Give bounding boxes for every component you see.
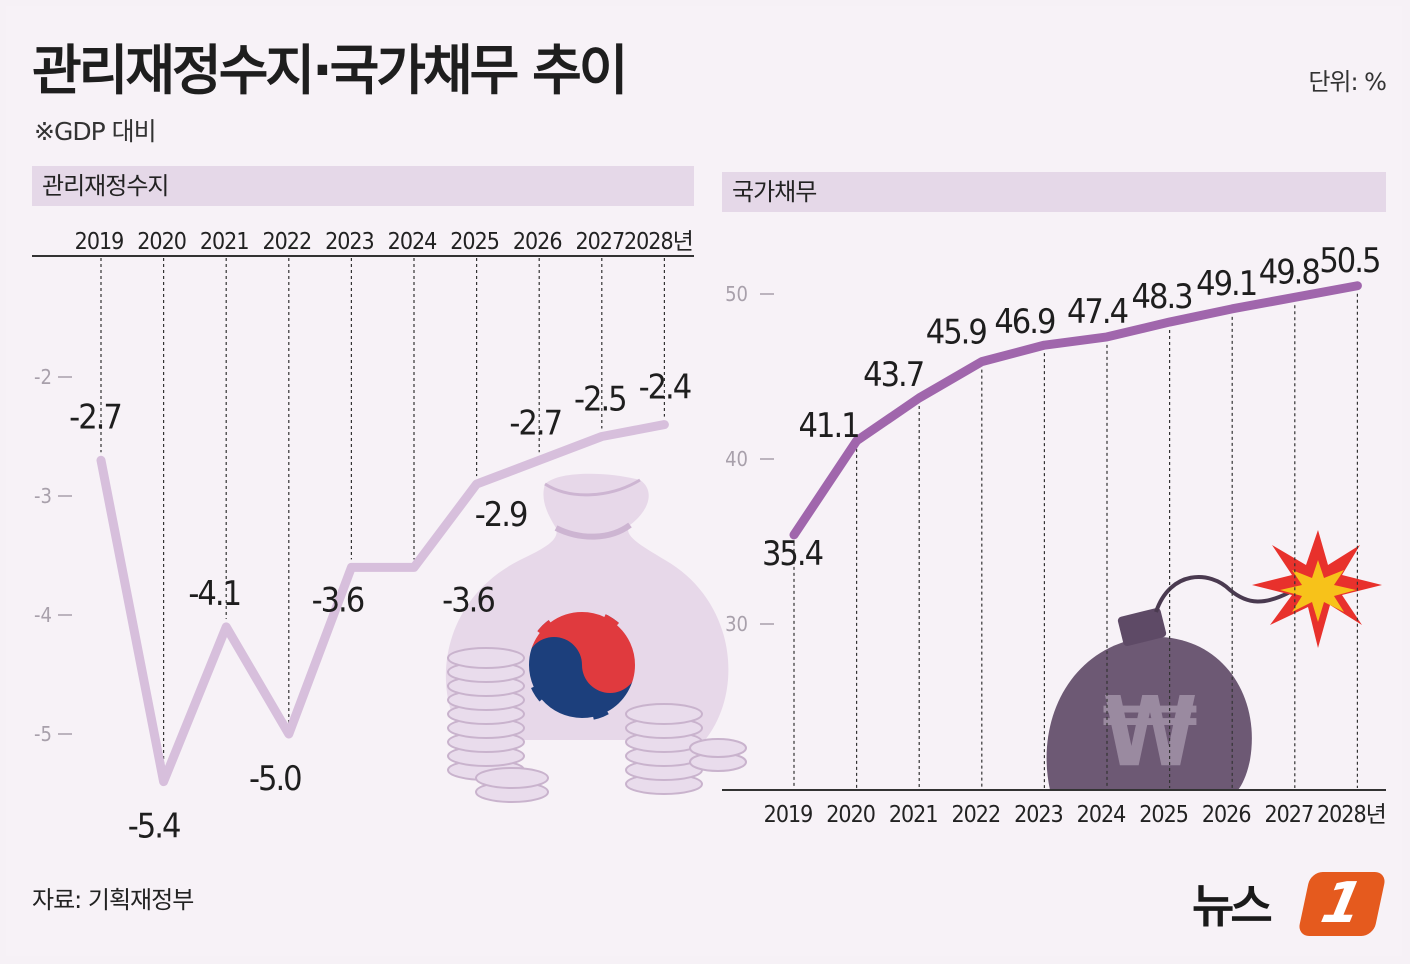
logo-badge: 1 — [1297, 871, 1387, 936]
fiscal-balance-data-label: -2.5 — [574, 380, 626, 420]
fiscal-balance-data-label: -2.7 — [509, 403, 561, 443]
chart-title: 관리재정수지·국가채무 추이 — [32, 39, 628, 102]
national-debt-x-tick-label: 2028년 — [1317, 802, 1386, 828]
fiscal-balance-series-line — [96, 420, 669, 787]
won-sign-icon: ₩ — [1102, 676, 1197, 788]
coin-stack-icon — [447, 647, 747, 803]
national-debt-data-label: 49.1 — [1196, 264, 1256, 304]
national-debt-x-tick-label: 2023 — [1014, 802, 1063, 828]
bomb-icon — [1046, 575, 1291, 790]
taegeuk-icon — [523, 606, 641, 724]
news1-logo: 뉴스 1 — [1192, 868, 1392, 940]
national-debt-x-tick-label: 2022 — [951, 802, 1000, 828]
national-debt-x-tick-label: 2019 — [764, 802, 813, 828]
fiscal-balance-x-tick-label: 2019 — [75, 229, 124, 255]
fiscal-balance-x-tick-label: 2021 — [200, 229, 249, 255]
fiscal-balance-y-tick-label: -3 — [34, 484, 52, 508]
national-debt-data-label: 48.3 — [1132, 277, 1193, 317]
fiscal-balance-y-tick-label: -2 — [34, 365, 52, 389]
svg-text:₩: ₩ — [1102, 676, 1197, 788]
fiscal-balance-data-label: -3.6 — [442, 580, 494, 620]
national-debt-y-tick-label: 40 — [725, 447, 748, 471]
fiscal-balance-x-tick-label: 2020 — [137, 229, 186, 255]
fiscal-balance-data-label: -5.0 — [249, 759, 301, 799]
national-debt-y-tick-label: 30 — [725, 612, 748, 636]
fiscal-balance-data-label: -4.1 — [188, 574, 240, 614]
national-debt-series-line — [789, 281, 1362, 540]
national-debt-data-label: 41.1 — [799, 406, 859, 446]
fiscal-balance-data-label: -5.4 — [128, 807, 180, 847]
fiscal-balance-y-tick-label: -4 — [34, 603, 52, 627]
national-debt-data-label: 47.4 — [1067, 292, 1128, 332]
national-debt-data-label: 35.4 — [762, 534, 823, 574]
fiscal-balance-data-label: -2.9 — [475, 495, 527, 535]
national-debt-x-tick-label: 2024 — [1077, 802, 1126, 828]
fiscal-balance-data-label: -2.7 — [69, 397, 121, 437]
source-note: 자료: 기획재정부 — [32, 886, 194, 914]
logo-text: 뉴스 — [1192, 879, 1273, 933]
fiscal-balance-x-tick-label: 2026 — [513, 229, 562, 255]
fiscal-balance-x-tick-label: 2023 — [325, 229, 374, 255]
explosion-icon — [1252, 530, 1382, 648]
fiscal-balance-data-label: -3.6 — [312, 580, 364, 620]
unit-label: 단위: % — [1308, 68, 1387, 96]
national-debt-x-tick-label: 2020 — [826, 802, 875, 828]
national-debt-data-label: 49.8 — [1259, 252, 1320, 292]
fiscal-balance-x-tick-label: 2022 — [262, 229, 311, 255]
national-debt-data-label: 45.9 — [926, 313, 987, 353]
national-debt-x-tick-label: 2025 — [1139, 802, 1188, 828]
national-debt-x-tick-label: 2026 — [1202, 802, 1251, 828]
national-debt-data-label: 46.9 — [994, 302, 1055, 342]
fiscal-balance-data-label: -2.4 — [639, 368, 691, 408]
fiscal-balance-x-tick-label: 2024 — [388, 229, 437, 255]
chart-subtitle: ※GDP 대비 — [34, 117, 157, 146]
national-debt-data-label: 50.5 — [1319, 241, 1379, 281]
fiscal-balance-y-tick-label: -5 — [34, 722, 52, 746]
fiscal-balance-x-tick-label: 2025 — [450, 229, 499, 255]
national-debt-x-tick-label: 2027 — [1264, 802, 1313, 828]
national-debt-y-tick-label: 50 — [725, 282, 748, 306]
national-debt-panel-header: 국가채무 — [722, 172, 1386, 212]
fiscal-balance-x-tick-label: 2028년 — [624, 229, 693, 255]
national-debt-data-label: 43.7 — [863, 355, 923, 395]
national-debt-x-tick-label: 2021 — [889, 802, 938, 828]
fiscal-balance-panel-header: 관리재정수지 — [32, 166, 694, 206]
fiscal-balance-x-tick-label: 2027 — [575, 229, 624, 255]
